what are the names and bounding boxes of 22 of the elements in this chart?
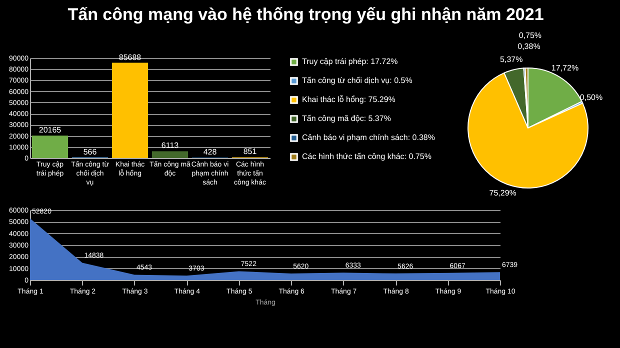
data-label: 75,29% (489, 188, 516, 198)
data-label: 6113 (161, 141, 180, 150)
data-label: 428 (203, 148, 218, 157)
data-label: 566 (83, 147, 98, 156)
data-label: 0,38% (518, 42, 540, 52)
data-label: 0,75% (518, 31, 542, 40)
legend-label: Truy cập trái phép: 17.72% (302, 57, 398, 66)
data-label: 20165 (38, 126, 62, 135)
legend-label: Các hình thức tấn công khác: 0.75% (302, 152, 432, 161)
bar (32, 136, 68, 158)
data-label: 5,37% (500, 55, 523, 64)
text: Tấn công mạng vào hệ thống trọng yếu ghi nhận năm 2021 (68, 5, 544, 24)
data-label: 17,72% (551, 64, 579, 73)
data-label: 0,50% (580, 93, 603, 102)
data-label: 85688 (118, 52, 142, 62)
bar (112, 62, 148, 158)
legend-label: Tấn công từ chối dịch vụ: 0.5% (302, 76, 412, 85)
legend-label: Khai thác lỗ hổng: 75.29% (302, 95, 396, 104)
data-label: 851 (243, 147, 258, 156)
bar (152, 151, 188, 158)
legend-label: Cảnh báo vi phạm chính sách: 0.38% (302, 133, 435, 142)
legend-label: Tấn công mã độc: 5.37% (302, 114, 391, 123)
